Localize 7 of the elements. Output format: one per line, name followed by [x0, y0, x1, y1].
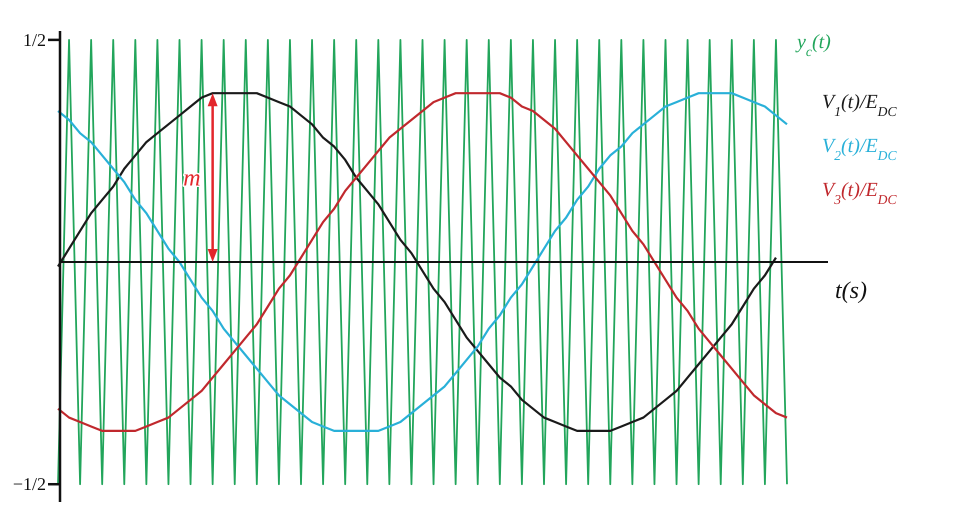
text: V$_{3}$(t)/E$_{DC}$: [822, 179, 898, 206]
series-label: y$_{c}$(t): [795, 31, 832, 58]
y-tick-label: −1/2: [12, 474, 46, 494]
text: V$_{1}$(t)/E$_{DC}$: [822, 91, 898, 118]
y-tick-label: 1/2: [22, 30, 46, 50]
x-axis-title: t(s): [835, 278, 867, 304]
series-label: V$_{2}$(t)/E$_{DC}$: [822, 135, 898, 162]
